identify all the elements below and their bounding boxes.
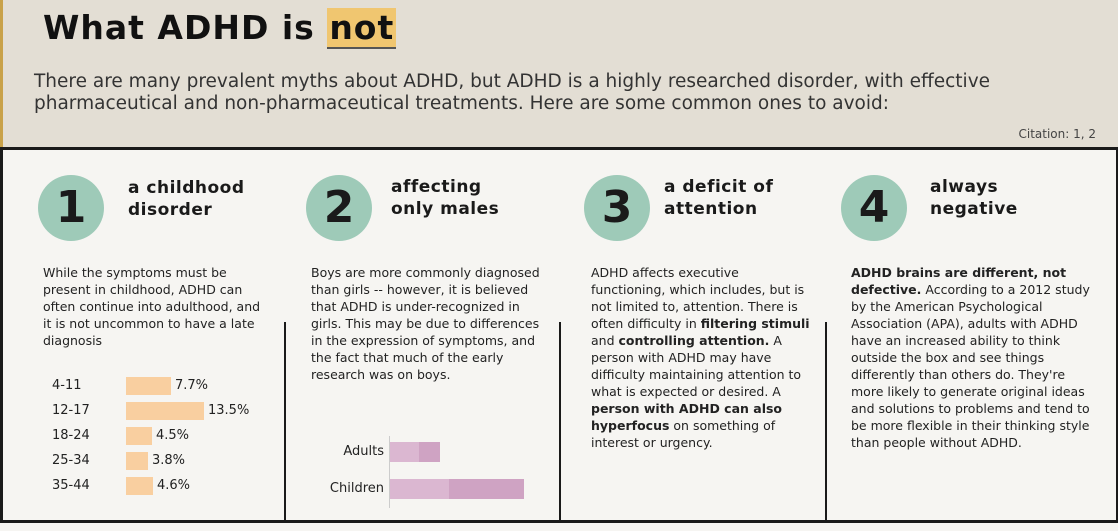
myth-text-3: ADHD affects executive functioning, whic…: [591, 265, 810, 450]
age-bar-row: 4-11 7.7%: [52, 377, 282, 395]
header-panel: [0, 0, 1118, 148]
age-bar: [126, 377, 171, 395]
age-bar-label: 18-24: [52, 428, 90, 443]
myth-text-2: Boys are more commonly diagnosed than gi…: [311, 265, 540, 382]
gender-bar: [390, 442, 419, 462]
age-bar: [126, 402, 204, 420]
age-bar-value: 4.6%: [157, 478, 191, 493]
age-bar-value: 3.8%: [152, 453, 186, 468]
age-bar-row: 25-34 3.8%: [52, 452, 282, 470]
age-bar-label: 12-17: [52, 403, 90, 418]
divider-bottom: [0, 520, 1118, 523]
page-title: What ADHD is not: [43, 8, 397, 49]
frame-right: [1116, 148, 1118, 523]
age-bar: [126, 452, 148, 470]
age-bar-label: 35-44: [52, 478, 90, 493]
age-bar: [126, 477, 153, 495]
gender-bar-label: Adults: [343, 444, 384, 459]
myth-heading-1: a childhood disorder: [128, 178, 245, 220]
age-bar-label: 4-11: [52, 378, 82, 393]
myth-heading-2: affecting only males: [391, 177, 500, 219]
myth-heading-4: always negative: [930, 177, 1018, 219]
gender-bar-label: Children: [329, 481, 384, 496]
myth-number-badge-3: 3: [584, 175, 650, 241]
column-divider-1: [284, 322, 286, 520]
age-bar: [126, 427, 152, 445]
age-bar-label: 25-34: [52, 453, 90, 468]
gender-bar: [390, 479, 449, 499]
age-bar-row: 18-24 4.5%: [52, 427, 282, 445]
title-highlight: not: [327, 8, 397, 49]
gender-chart-axis: [389, 436, 390, 508]
myth-text-1: While the symptoms must be present in ch…: [43, 265, 261, 348]
myth-number-badge-2: 2: [306, 175, 372, 241]
age-bar-row: 12-17 13.5%: [52, 402, 282, 420]
myth-heading-3: a deficit of attention: [664, 177, 774, 219]
citation: Citation: 1, 2: [1018, 127, 1096, 141]
intro-text: There are many prevalent myths about ADH…: [34, 71, 991, 114]
column-divider-3: [825, 322, 827, 520]
age-bar-row: 35-44 4.6%: [52, 477, 282, 495]
frame-left: [0, 148, 3, 523]
column-divider-2: [559, 322, 561, 520]
age-bar-value: 7.7%: [175, 378, 209, 393]
myth-number-badge-1: 1: [38, 175, 104, 241]
myth-text-4: ADHD brains are different, not defective…: [851, 265, 1090, 450]
age-bar-value: 4.5%: [156, 428, 190, 443]
myth-number-badge-4: 4: [841, 175, 907, 241]
age-bar-value: 13.5%: [208, 403, 250, 418]
divider-top: [0, 147, 1118, 150]
